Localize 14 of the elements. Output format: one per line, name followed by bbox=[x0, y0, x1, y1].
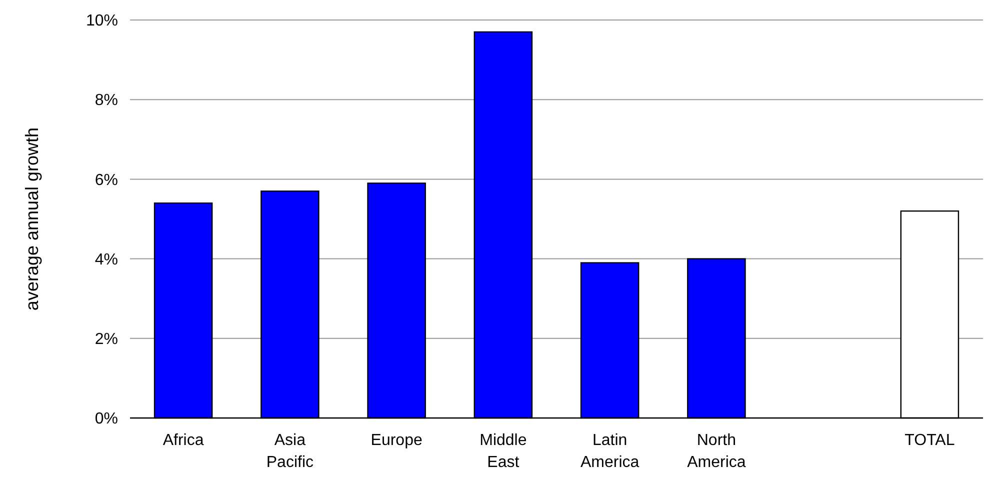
y-tick-label: 8% bbox=[94, 92, 118, 110]
x-tick-label: North America bbox=[687, 432, 746, 471]
y-axis-title: average annual growth bbox=[22, 127, 42, 311]
y-tick-label: 2% bbox=[94, 331, 118, 348]
y-tick-label: 0% bbox=[94, 410, 118, 428]
y-tick-label: 10% bbox=[86, 12, 118, 30]
x-tick-label: Asia Pacific bbox=[266, 432, 314, 471]
x-tick-label: Middle East bbox=[480, 432, 527, 471]
x-tick-label: TOTAL bbox=[904, 432, 955, 449]
y-tick-label: 6% bbox=[94, 172, 118, 189]
x-tick-label: Latin America bbox=[580, 432, 640, 471]
y-tick-label: 4% bbox=[94, 251, 118, 268]
x-tick-label: Africa bbox=[162, 432, 204, 449]
x-tick-label: Europe bbox=[370, 432, 422, 449]
